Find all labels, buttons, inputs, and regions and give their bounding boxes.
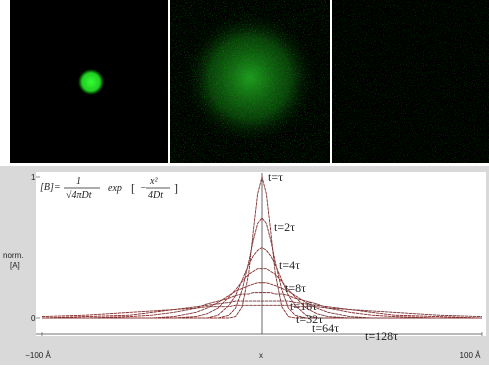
plot-bg [36,172,486,336]
noise [170,0,330,163]
x-tick-label: 100 Å [460,351,482,360]
legend-label: t=64τ [312,321,339,335]
curve-core [42,268,482,319]
formula: ] [174,181,178,195]
curve-core [41,305,483,317]
y-label: norm. [3,251,23,260]
curve-core [42,247,482,319]
legend-label: t=32τ [296,312,323,326]
curve-core [41,300,483,319]
noise [332,0,489,163]
formula: [B]= [40,182,61,193]
y-tick-label: 0 [31,314,36,323]
legend-label: t=128τ [365,329,398,343]
curve-core [42,292,482,319]
formula: √4πDt [66,190,92,201]
spot [78,69,104,95]
y-label: [A] [10,261,20,270]
y-tick-label: 1 [31,173,36,182]
legend-label: t=16τ [290,299,317,313]
x-label: x [259,351,263,360]
formula: 1 [76,176,81,187]
formula: [ [131,181,135,195]
formula: x² [149,176,158,187]
legend-label: t=4τ [279,258,300,272]
legend-label: t=8τ [285,281,306,295]
legend-label: t=τ [268,170,283,184]
formula: 4Dt [148,190,163,201]
formula: exp [108,183,122,194]
legend-label: t=2τ [274,220,295,234]
curve-core [42,282,482,319]
formula: − [140,183,147,194]
x-tick-label: −100 Å [25,351,51,360]
